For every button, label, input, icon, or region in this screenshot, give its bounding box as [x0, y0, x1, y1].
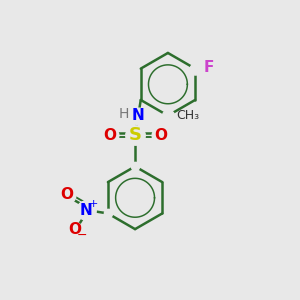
- Text: H: H: [118, 107, 129, 121]
- Text: O: O: [154, 128, 167, 142]
- Text: N: N: [80, 203, 93, 218]
- Text: O: O: [68, 222, 81, 237]
- Text: −: −: [77, 230, 87, 242]
- Text: S: S: [129, 126, 142, 144]
- Text: N: N: [132, 108, 145, 123]
- Text: O: O: [61, 188, 74, 202]
- Text: CH₃: CH₃: [176, 109, 200, 122]
- Text: +: +: [88, 200, 98, 209]
- Text: O: O: [103, 128, 116, 142]
- Text: F: F: [203, 60, 214, 75]
